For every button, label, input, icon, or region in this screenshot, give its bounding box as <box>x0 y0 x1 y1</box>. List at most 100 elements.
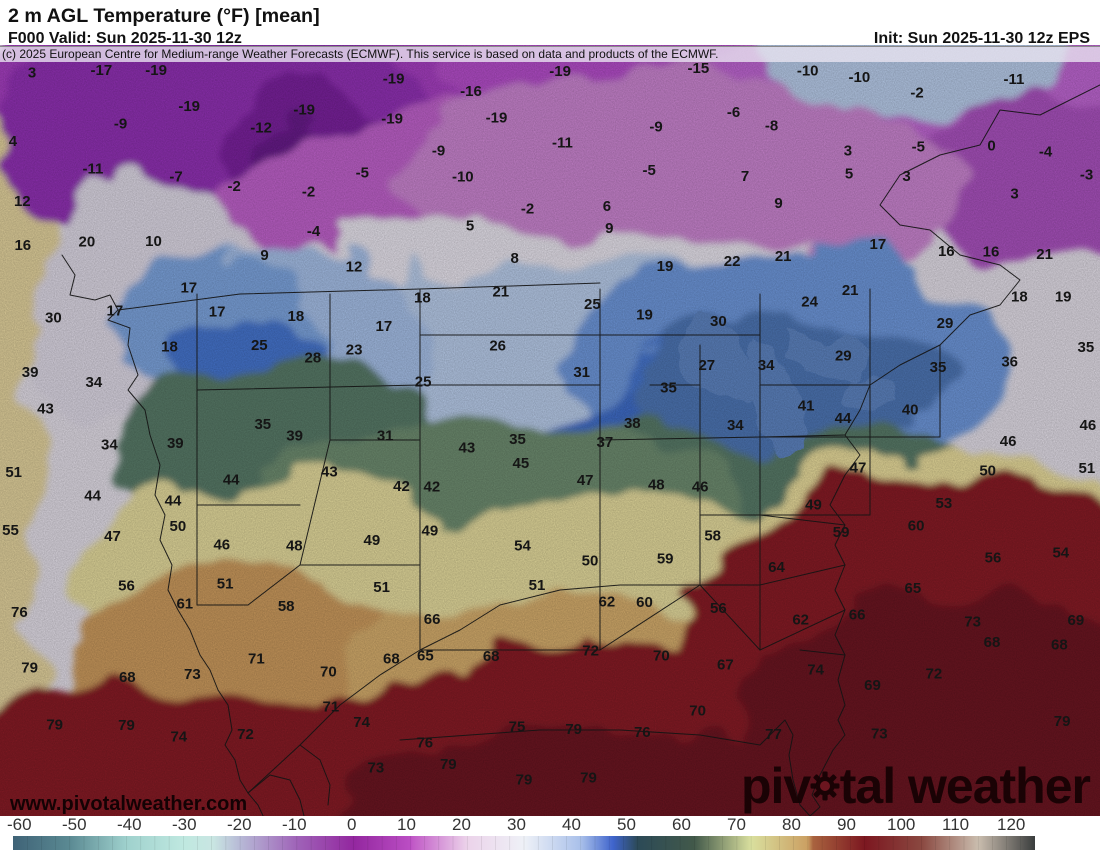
svg-text:18: 18 <box>1011 289 1028 306</box>
svg-text:42: 42 <box>424 479 441 496</box>
svg-text:50: 50 <box>582 553 599 570</box>
svg-text:60: 60 <box>636 594 653 611</box>
svg-text:47: 47 <box>577 472 594 489</box>
svg-text:76: 76 <box>634 724 651 741</box>
svg-text:21: 21 <box>492 284 509 301</box>
svg-text:68: 68 <box>1051 636 1068 653</box>
svg-text:-17: -17 <box>91 62 113 79</box>
svg-text:-6: -6 <box>727 104 740 121</box>
svg-text:-8: -8 <box>765 117 778 134</box>
svg-text:39: 39 <box>22 364 39 381</box>
svg-text:30: 30 <box>710 313 727 330</box>
svg-text:46: 46 <box>1080 417 1097 434</box>
svg-text:47: 47 <box>850 460 867 477</box>
svg-text:-5: -5 <box>356 164 369 181</box>
svg-text:65: 65 <box>905 580 922 597</box>
svg-text:-19: -19 <box>145 62 167 79</box>
svg-text:7: 7 <box>741 168 749 185</box>
svg-text:41: 41 <box>798 397 815 414</box>
svg-text:79: 79 <box>21 659 38 676</box>
svg-text:-5: -5 <box>643 162 656 179</box>
svg-text:62: 62 <box>599 594 616 611</box>
svg-text:-9: -9 <box>649 119 662 136</box>
svg-text:39: 39 <box>286 428 303 445</box>
svg-text:-10: -10 <box>849 69 871 86</box>
svg-text:-2: -2 <box>228 178 241 195</box>
svg-text:79: 79 <box>46 716 63 733</box>
svg-text:17: 17 <box>376 318 393 335</box>
svg-text:44: 44 <box>165 493 182 510</box>
svg-text:49: 49 <box>422 523 439 540</box>
svg-text:34: 34 <box>727 417 744 434</box>
svg-text:-11: -11 <box>552 135 573 152</box>
svg-text:-12: -12 <box>250 120 272 137</box>
svg-text:70: 70 <box>689 702 706 719</box>
svg-text:53: 53 <box>936 495 953 512</box>
svg-text:-9: -9 <box>432 142 445 159</box>
svg-text:16: 16 <box>14 237 31 254</box>
svg-text:-4: -4 <box>307 223 321 240</box>
svg-text:48: 48 <box>286 538 303 555</box>
svg-text:5: 5 <box>845 165 853 182</box>
svg-text:-2: -2 <box>910 85 923 102</box>
svg-text:47: 47 <box>104 528 121 545</box>
svg-text:-4: -4 <box>1039 144 1053 161</box>
svg-text:-16: -16 <box>460 83 482 100</box>
svg-text:73: 73 <box>964 614 981 631</box>
svg-text:19: 19 <box>657 258 674 275</box>
svg-text:16: 16 <box>983 243 1000 260</box>
svg-text:3: 3 <box>902 168 910 185</box>
svg-text:51: 51 <box>529 577 546 594</box>
svg-text:20: 20 <box>79 234 96 251</box>
svg-text:66: 66 <box>424 611 441 628</box>
svg-text:69: 69 <box>1068 612 1085 629</box>
svg-text:28: 28 <box>305 349 322 366</box>
svg-text:44: 44 <box>84 487 101 504</box>
svg-text:72: 72 <box>926 666 943 683</box>
svg-text:73: 73 <box>184 666 201 683</box>
svg-text:56: 56 <box>710 600 727 617</box>
svg-text:60: 60 <box>908 518 925 535</box>
svg-text:74: 74 <box>353 714 370 731</box>
svg-text:29: 29 <box>835 348 852 365</box>
svg-text:56: 56 <box>985 550 1002 567</box>
svg-text:43: 43 <box>321 463 338 480</box>
svg-text:4: 4 <box>9 133 18 150</box>
svg-text:51: 51 <box>217 576 234 593</box>
svg-text:58: 58 <box>704 528 721 545</box>
svg-text:pivotal weather: pivotal weather <box>741 758 1091 814</box>
svg-text:66: 66 <box>849 606 866 623</box>
svg-text:72: 72 <box>237 726 254 743</box>
svg-text:49: 49 <box>364 532 381 549</box>
svg-text:24: 24 <box>801 294 818 311</box>
svg-text:51: 51 <box>373 579 390 596</box>
svg-text:23: 23 <box>346 341 363 358</box>
svg-text:55: 55 <box>2 522 19 539</box>
svg-text:71: 71 <box>248 650 265 667</box>
svg-text:26: 26 <box>489 337 506 354</box>
svg-text:9: 9 <box>260 247 268 264</box>
svg-text:44: 44 <box>835 410 852 427</box>
svg-text:76: 76 <box>11 604 28 621</box>
svg-text:25: 25 <box>584 296 601 313</box>
svg-text:79: 79 <box>1054 713 1071 730</box>
svg-text:3: 3 <box>1010 186 1018 203</box>
svg-text:35: 35 <box>1078 339 1095 356</box>
svg-text:21: 21 <box>842 282 859 299</box>
svg-text:42: 42 <box>393 478 410 495</box>
svg-text:-2: -2 <box>302 184 315 201</box>
svg-text:39: 39 <box>167 435 184 452</box>
svg-text:-19: -19 <box>178 98 200 115</box>
svg-text:18: 18 <box>288 308 305 325</box>
svg-text:43: 43 <box>459 440 476 457</box>
svg-text:17: 17 <box>107 303 124 320</box>
svg-text:50: 50 <box>979 463 996 480</box>
svg-text:40: 40 <box>902 401 919 418</box>
svg-text:46: 46 <box>692 479 709 496</box>
svg-text:74: 74 <box>807 661 824 678</box>
svg-text:58: 58 <box>278 598 295 615</box>
svg-text:-11: -11 <box>82 161 103 178</box>
svg-text:12: 12 <box>346 258 363 275</box>
svg-text:5: 5 <box>466 218 474 235</box>
svg-text:-10: -10 <box>797 63 819 80</box>
